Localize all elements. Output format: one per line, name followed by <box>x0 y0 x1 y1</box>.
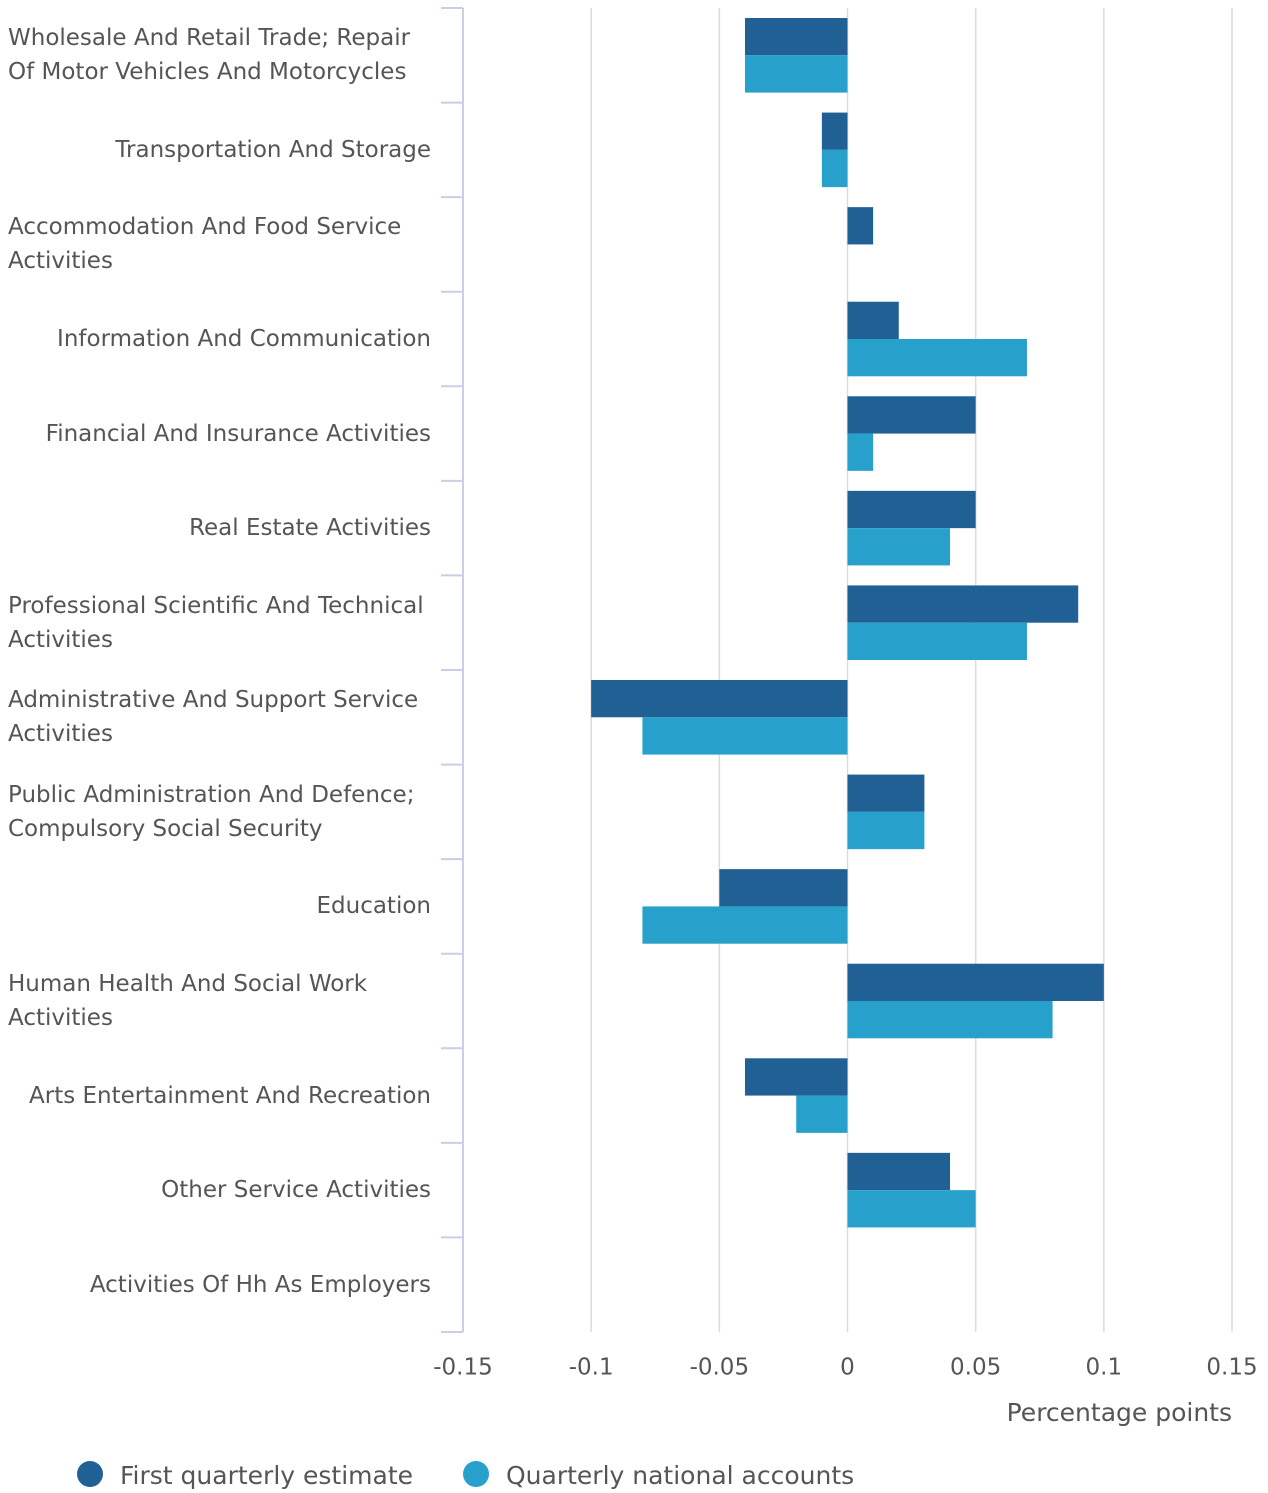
bar <box>847 490 976 529</box>
bar <box>796 1095 848 1133</box>
category-label: Financial And Insurance Activities <box>8 386 431 481</box>
category-label: Activities Of Hh As Employers <box>8 1237 431 1332</box>
x-tick-label: 0.15 <box>1206 1355 1257 1381</box>
category-text: Human Health And Social Work Activities <box>8 970 368 1031</box>
x-tick-label: -0.15 <box>433 1355 493 1381</box>
x-tick-label: -0.1 <box>569 1355 614 1381</box>
x-tick-label: 0.05 <box>950 1355 1001 1381</box>
bar <box>847 528 951 566</box>
bar <box>744 1058 848 1096</box>
x-axis-title: Percentage points <box>1007 1398 1232 1427</box>
bar <box>847 963 1104 1001</box>
bar <box>744 18 848 56</box>
bar <box>821 112 848 150</box>
legend-label: First quarterly estimate <box>120 1461 413 1490</box>
category-text: Accommodation And Food Service Activitie… <box>8 214 402 275</box>
bar <box>719 869 848 907</box>
bar <box>847 339 1027 377</box>
category-text: Education <box>316 893 431 920</box>
bar <box>642 717 848 755</box>
category-label: Public Administration And Defence; Compu… <box>8 765 431 860</box>
category-label: Education <box>8 859 431 954</box>
category-text: Activities Of Hh As Employers <box>89 1271 431 1298</box>
bar <box>847 774 925 812</box>
bar <box>744 55 848 93</box>
x-tick-label: 0.1 <box>1086 1355 1123 1381</box>
category-text: Professional Scientific And Technical Ac… <box>8 592 424 653</box>
bar <box>847 1190 976 1228</box>
category-label: Professional Scientific And Technical Ac… <box>8 575 431 670</box>
bar <box>847 396 976 434</box>
bar <box>847 585 1079 623</box>
category-label: Human Health And Social Work Activities <box>8 954 431 1049</box>
category-label: Arts Entertainment And Recreation <box>8 1048 431 1143</box>
bar <box>821 149 848 188</box>
category-text: Public Administration And Defence; Compu… <box>8 781 415 842</box>
bar <box>847 1152 951 1191</box>
legend-marker <box>463 1461 489 1487</box>
bar <box>847 433 874 471</box>
category-text: Transportation And Storage <box>115 136 431 163</box>
category-text: Wholesale And Retail Trade; Repair Of Mo… <box>8 25 411 86</box>
category-label: Wholesale And Retail Trade; Repair Of Mo… <box>8 8 431 103</box>
category-text: Arts Entertainment And Recreation <box>29 1082 431 1109</box>
x-tick-label: -0.05 <box>690 1355 750 1381</box>
bar <box>847 301 899 339</box>
bar <box>847 811 925 850</box>
category-text: Information And Communication <box>57 325 431 352</box>
legend-marker <box>77 1461 103 1487</box>
category-label: Real Estate Activities <box>8 481 431 576</box>
bar <box>847 207 874 245</box>
legend-label: Quarterly national accounts <box>506 1461 854 1490</box>
x-tick-label: 0 <box>840 1355 855 1381</box>
category-text: Administrative And Support Service Activ… <box>8 687 419 748</box>
category-label: Transportation And Storage <box>8 103 431 198</box>
category-text: Financial And Insurance Activities <box>45 420 431 447</box>
bar <box>847 622 1027 660</box>
category-label: Information And Communication <box>8 292 431 387</box>
category-label: Other Service Activities <box>8 1143 431 1238</box>
category-label: Administrative And Support Service Activ… <box>8 670 431 765</box>
category-label: Accommodation And Food Service Activitie… <box>8 197 431 292</box>
category-text: Real Estate Activities <box>189 515 431 542</box>
bar <box>847 1001 1053 1039</box>
bar <box>591 680 848 718</box>
category-text: Other Service Activities <box>161 1177 431 1204</box>
bar <box>642 906 848 944</box>
